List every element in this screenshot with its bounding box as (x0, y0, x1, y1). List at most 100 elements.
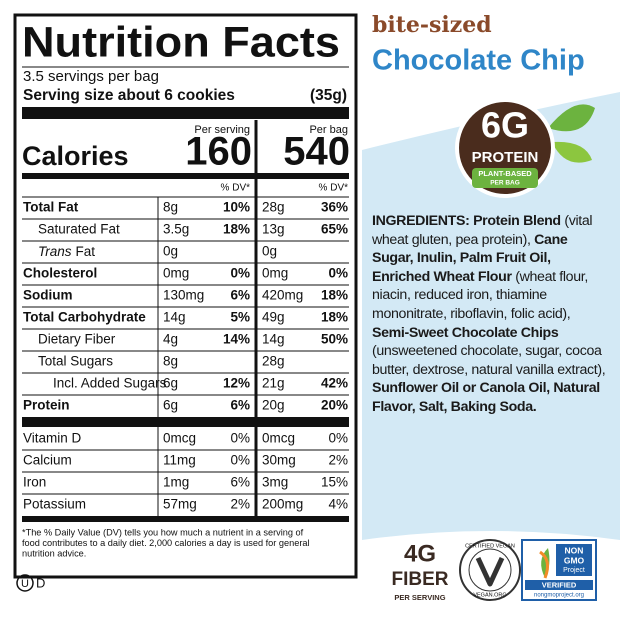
amount: 0mcg (163, 431, 196, 446)
kosher-suffix: D (36, 575, 45, 590)
vitamin-name: Potassium (23, 497, 86, 512)
serving-weight: (35g) (310, 87, 347, 104)
amount: 57mg (163, 497, 197, 512)
protein-badge: 6G PROTEIN PLANT-BASED PER BAG (455, 98, 595, 198)
daily-value: 12% (223, 376, 250, 391)
badge-note: PER BAG (490, 180, 520, 187)
daily-value: 18% (321, 310, 348, 325)
daily-value: 5% (230, 310, 250, 325)
thick-bar (22, 417, 349, 427)
servings: 3.5 servings per bag (23, 68, 159, 85)
column-header: Per serving (194, 124, 250, 136)
daily-value: 0% (328, 431, 348, 446)
nutrition-label: Nutrition Facts 3.5 servings per bag Ser… (13, 13, 358, 579)
non-gmo-cert: NON GMO Project VERIFIED nongmoproject.o… (521, 539, 597, 601)
amount: 3.5g (163, 222, 189, 237)
thick-bar (22, 107, 349, 119)
background-shape (362, 92, 620, 540)
amount: 0mcg (262, 431, 295, 446)
ingredient-text: (wheat flour, niacin, reduced iron, thia… (372, 268, 588, 322)
ingredient-text: Sunflower Oil or Canola Oil, Natural Fla… (372, 380, 600, 415)
amount: 6g (163, 376, 178, 391)
vegan-top: CERTIFIED VEGAN (465, 543, 515, 549)
column-header: Per bag (309, 124, 348, 136)
amount: 14g (262, 332, 285, 347)
daily-value: 0% (328, 266, 348, 281)
amount: 8g (163, 354, 178, 369)
daily-value: 2% (230, 497, 250, 512)
daily-value: 65% (321, 222, 348, 237)
fiber-amount: 4G (404, 540, 436, 567)
fiber-badge: 4G FIBER PER SERVING (392, 540, 449, 602)
footnote: nutrition advice. (22, 548, 86, 558)
ingredient-text: INGREDIENTS: Protein Blend (372, 213, 561, 229)
amount: 0mg (163, 266, 189, 281)
amount: 13g (262, 222, 285, 237)
amount: 3mg (262, 475, 288, 490)
badge-label: PROTEIN (472, 149, 539, 166)
daily-value: 36% (321, 200, 348, 215)
badge-note: PLANT-BASED (478, 169, 532, 178)
nutrient-name: Total Sugars (38, 354, 113, 369)
amount: 1mg (163, 475, 189, 490)
ingredients: INGREDIENTS: Protein Blend (vital wheat … (372, 212, 608, 417)
daily-value: 4% (328, 497, 348, 512)
amount: 200mg (262, 497, 303, 512)
daily-value: 6% (230, 398, 250, 413)
calories-serving: 160 (185, 130, 252, 174)
ingredient-text: (unsweetened chocolate, sugar, cocoa but… (372, 343, 606, 378)
daily-value: 6% (230, 475, 250, 490)
non-gmo-text: NON (565, 545, 584, 555)
daily-value: 10% (223, 200, 250, 215)
ingredient-text: Semi-Sweet Chocolate Chips (372, 324, 559, 341)
nutrient-name-rest: Fat (76, 244, 96, 259)
brand-line-1: bite-sized (372, 12, 492, 38)
badge-ribbon (472, 168, 538, 188)
amount: 30mg (262, 453, 296, 468)
vegan-cert: CERTIFIED VEGAN VEGAN.ORG (459, 539, 521, 601)
daily-value: 0% (230, 453, 250, 468)
label-title: Nutrition Facts (22, 18, 340, 66)
non-gmo-bar (525, 580, 593, 590)
daily-value: 50% (321, 332, 348, 347)
fiber-note: PER SERVING (394, 593, 445, 602)
amount: 130mg (163, 288, 204, 303)
fiber-label: FIBER (392, 569, 449, 590)
leaf (552, 141, 592, 163)
non-gmo-verified: VERIFIED (542, 580, 577, 589)
nutrient-name: Cholesterol (23, 266, 97, 281)
vegan-v (475, 556, 505, 587)
amount: 20g (262, 398, 285, 413)
non-gmo-text: GMO (564, 555, 585, 565)
daily-value: 0% (230, 266, 250, 281)
amount: 8g (163, 200, 178, 215)
kosher-mark: U D (16, 574, 45, 592)
nutrient-name: Incl. Added Sugars (53, 376, 167, 391)
footnote: *The % Daily Value (DV) tells you how mu… (22, 527, 304, 537)
ingredient-text: Cane Sugar, Inulin, Palm Fruit Oil, Enri… (372, 231, 568, 285)
amount: 49g (262, 310, 285, 325)
nutrient-name: Protein (23, 398, 70, 413)
amount: 0g (163, 244, 178, 259)
nutrient-name: Trans Fat (38, 244, 95, 259)
dv-header: % DV* (221, 183, 251, 194)
footnote: food contributes to a daily diet. 2,000 … (22, 538, 310, 548)
daily-value: 0% (230, 431, 250, 446)
vegan-inner (468, 548, 512, 592)
leaf (548, 104, 595, 132)
amount: 4g (163, 332, 178, 347)
dv-header: % DV* (319, 183, 349, 194)
serving-size: Serving size about 6 cookies (23, 87, 235, 104)
nutrient-name: Total Carbohydrate (23, 310, 146, 325)
daily-value: 18% (223, 222, 250, 237)
amount: 0g (262, 244, 277, 259)
amount: 28g (262, 200, 285, 215)
daily-value: 6% (230, 288, 250, 303)
non-gmo-url: nongmoproject.org (534, 593, 584, 599)
amount: 21g (262, 376, 285, 391)
amount: 28g (262, 354, 285, 369)
nutrient-name-italic: Trans (38, 244, 72, 259)
vitamin-name: Iron (23, 475, 46, 490)
